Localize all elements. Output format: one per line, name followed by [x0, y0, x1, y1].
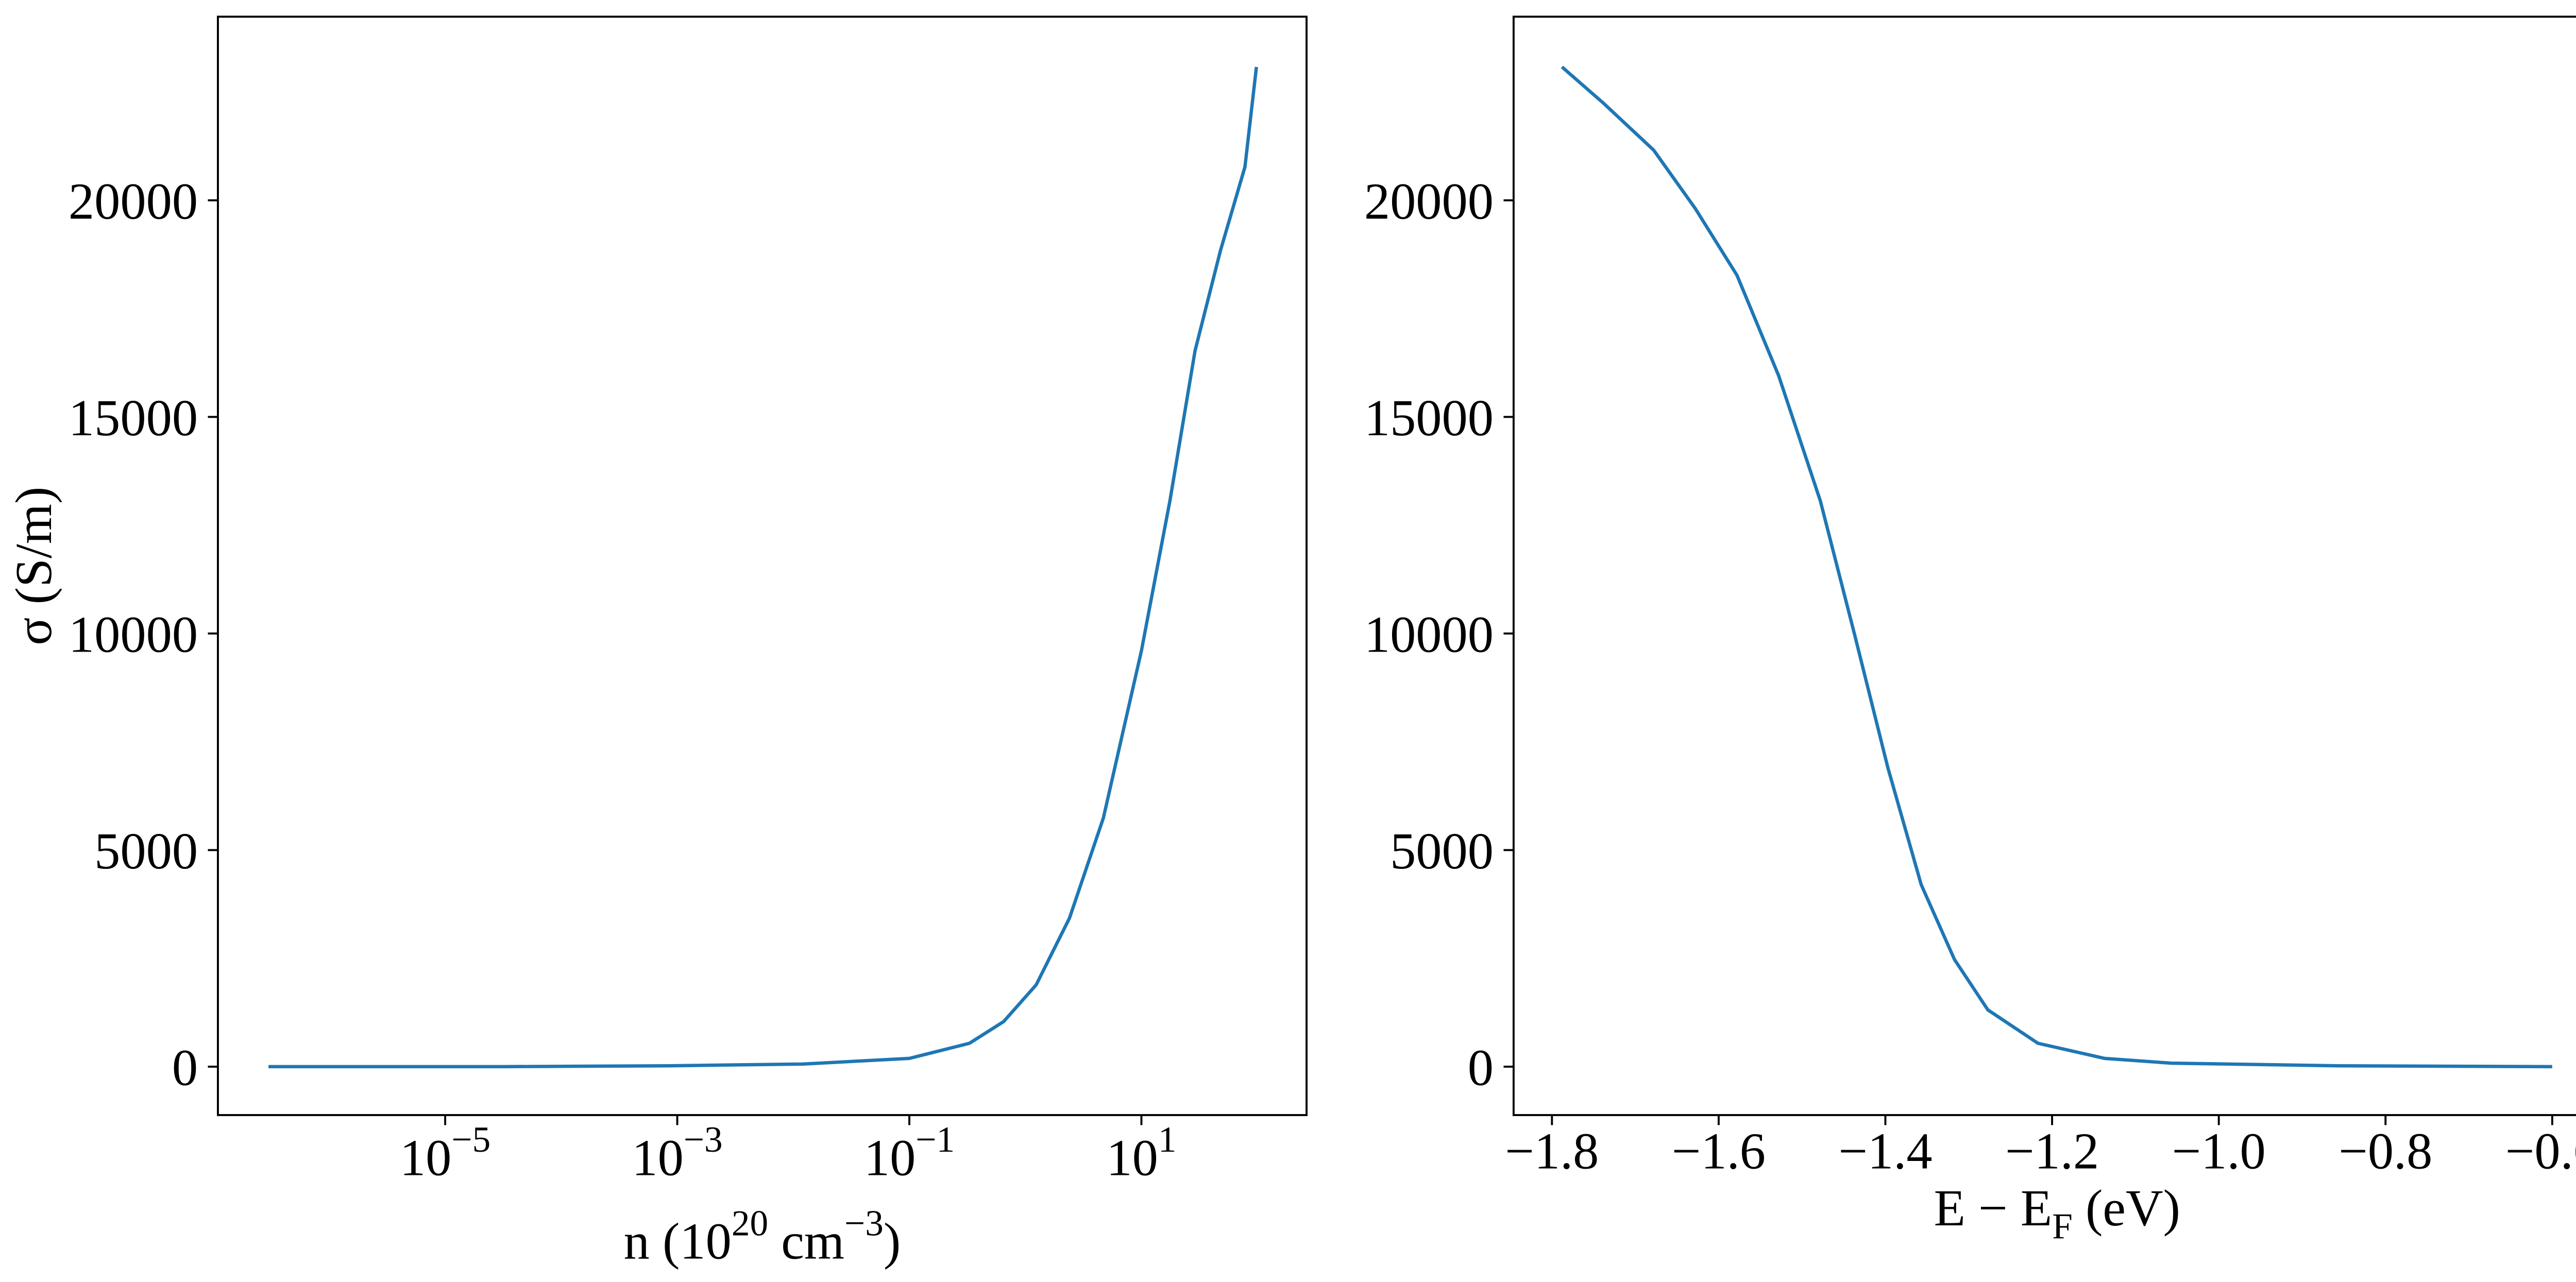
x-tick-label: 10−3: [632, 1119, 722, 1186]
plot-frame: [1512, 15, 2576, 1116]
plot-frame: [217, 15, 1308, 1116]
y-tick-label: 10000: [1364, 606, 1494, 663]
y-tick-label: 20000: [69, 173, 198, 230]
y-tick-label: 0: [172, 1039, 198, 1097]
x-tick-label: −1.6: [1672, 1122, 1766, 1180]
x-axis-label: n (1020 cm−3): [624, 1203, 901, 1270]
x-tick-label: −1.0: [2172, 1122, 2266, 1180]
x-axis-label-part: 20: [732, 1203, 768, 1243]
y-tick-label: 15000: [1364, 389, 1494, 447]
x-tick-label: −1.2: [2005, 1122, 2099, 1180]
x-axis-label-part: F: [2052, 1206, 2073, 1247]
x-axis-label: E − EF (eV): [1934, 1179, 2180, 1247]
y-tick-label: 5000: [1390, 822, 1494, 880]
y-tick-label: 5000: [94, 822, 198, 880]
x-tick-label: 101: [1106, 1119, 1176, 1186]
x-tick-label: −0.8: [2338, 1122, 2432, 1180]
y-tick-label: 15000: [69, 389, 198, 447]
x-tick-label: 10−5: [400, 1119, 490, 1186]
x-axis-label-part: (eV): [2073, 1179, 2180, 1237]
x-axis-label-part: n (10: [624, 1212, 732, 1270]
x-tick-label: −1.4: [1838, 1122, 1932, 1180]
x-tick-label: −0.6: [2505, 1122, 2576, 1180]
y-axis-label: σ (S/m): [5, 487, 62, 645]
x-tick-label: 10−1: [864, 1119, 955, 1186]
x-tick-label: −1.8: [1505, 1122, 1599, 1180]
y-tick-label: 20000: [1364, 173, 1494, 230]
data-line: [1561, 65, 2552, 1069]
y-tick-label: 10000: [69, 606, 198, 663]
x-axis-label-part: E − E: [1934, 1179, 2053, 1237]
y-tick-label: 0: [1468, 1039, 1494, 1097]
data-line: [268, 66, 1258, 1069]
x-axis-label-part: ): [884, 1212, 901, 1270]
x-axis-label-part: −3: [844, 1203, 884, 1243]
x-axis-label-part: cm: [768, 1212, 844, 1270]
